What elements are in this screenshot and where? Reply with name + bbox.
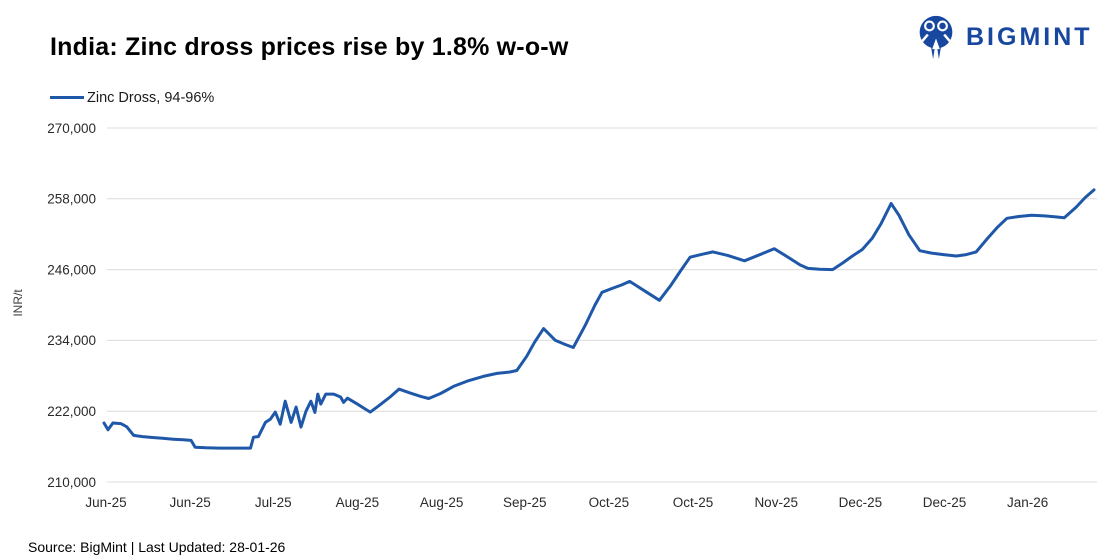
- x-tick-label: Aug-25: [336, 495, 380, 510]
- bigmint-logo: BIGMINT: [912, 12, 1093, 62]
- legend-line-swatch: [50, 96, 84, 99]
- series-line-zinc-dross: [102, 188, 1096, 450]
- x-tick-label: Jul-25: [255, 495, 292, 510]
- y-tick-label: 258,000: [47, 192, 96, 207]
- bigmint-logo-text: BIGMINT: [966, 23, 1093, 51]
- y-axis-title: INR/t: [11, 289, 25, 317]
- x-tick-label: Sep-25: [503, 495, 547, 510]
- y-tick-label: 234,000: [47, 333, 96, 348]
- legend: Zinc Dross, 94-96%: [50, 89, 215, 106]
- y-tick-label: 246,000: [47, 262, 96, 277]
- x-tick-label: Nov-25: [754, 495, 798, 510]
- x-tick-label: Jun-25: [85, 495, 126, 510]
- x-tick-label: Oct-25: [589, 495, 630, 510]
- source-note: Source: BigMint | Last Updated: 28-01-26: [28, 539, 286, 555]
- x-tick-label: Oct-25: [673, 495, 714, 510]
- legend-label: Zinc Dross, 94-96%: [87, 89, 215, 106]
- x-tick-label: Jan-26: [1007, 495, 1048, 510]
- x-tick-label: Aug-25: [420, 495, 464, 510]
- y-tick-label: 210,000: [47, 475, 96, 490]
- y-tick-label: 270,000: [47, 121, 96, 136]
- y-tick-label: 222,000: [47, 404, 96, 419]
- x-tick-label: Jun-25: [169, 495, 210, 510]
- page-title: India: Zinc dross prices rise by 1.8% w-…: [50, 33, 569, 61]
- x-tick-label: Dec-25: [923, 495, 967, 510]
- bigmint-people-circle-icon: [919, 15, 953, 60]
- x-tick-label: Dec-25: [839, 495, 883, 510]
